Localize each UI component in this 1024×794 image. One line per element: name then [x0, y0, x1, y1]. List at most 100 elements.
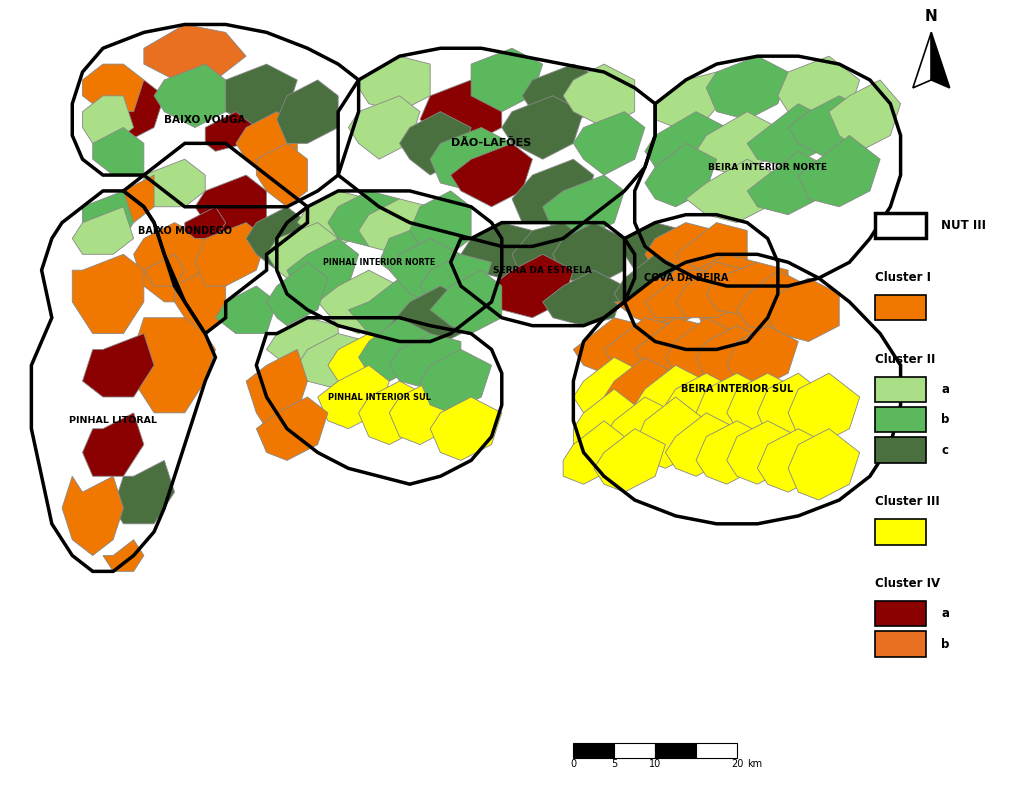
Polygon shape: [686, 160, 778, 222]
Polygon shape: [348, 96, 420, 160]
Polygon shape: [430, 397, 502, 461]
Polygon shape: [389, 238, 461, 302]
Polygon shape: [256, 397, 328, 461]
Polygon shape: [134, 222, 215, 302]
Polygon shape: [512, 222, 584, 286]
Text: PINHAL INTERIOR SUL: PINHAL INTERIOR SUL: [328, 392, 430, 402]
Text: 20: 20: [731, 759, 743, 769]
Polygon shape: [707, 56, 788, 120]
Polygon shape: [788, 429, 860, 500]
Polygon shape: [154, 64, 225, 128]
Polygon shape: [83, 191, 134, 238]
Text: BEIRA INTERIOR SUL: BEIRA INTERIOR SUL: [681, 384, 794, 394]
Polygon shape: [604, 357, 676, 421]
Polygon shape: [522, 64, 604, 128]
Polygon shape: [430, 270, 502, 333]
Polygon shape: [143, 160, 205, 206]
Polygon shape: [645, 144, 717, 206]
Polygon shape: [399, 112, 471, 175]
Text: b: b: [941, 414, 950, 426]
Polygon shape: [614, 278, 686, 326]
Polygon shape: [205, 112, 256, 152]
Text: 5: 5: [611, 759, 617, 769]
Polygon shape: [604, 397, 676, 461]
Polygon shape: [256, 144, 307, 206]
Polygon shape: [143, 254, 184, 286]
Polygon shape: [420, 80, 502, 144]
Polygon shape: [543, 270, 625, 326]
Polygon shape: [410, 191, 471, 254]
Text: BAIXO VOUGA: BAIXO VOUGA: [165, 114, 246, 125]
Polygon shape: [236, 112, 297, 175]
Text: a: a: [941, 607, 949, 620]
Polygon shape: [676, 262, 748, 318]
Polygon shape: [676, 222, 748, 278]
Polygon shape: [543, 175, 625, 238]
Text: Cluster I: Cluster I: [876, 271, 931, 283]
Polygon shape: [451, 144, 532, 206]
Text: Cluster IV: Cluster IV: [876, 577, 940, 590]
Polygon shape: [737, 270, 809, 333]
Text: a: a: [941, 383, 949, 396]
Polygon shape: [666, 318, 737, 381]
Polygon shape: [358, 56, 430, 112]
Polygon shape: [358, 381, 430, 445]
Polygon shape: [829, 80, 900, 152]
Polygon shape: [696, 112, 778, 175]
Polygon shape: [614, 254, 686, 318]
Polygon shape: [799, 136, 881, 206]
Text: BAIXO MONDEGO: BAIXO MONDEGO: [138, 225, 231, 236]
Polygon shape: [103, 540, 143, 572]
Polygon shape: [328, 333, 399, 389]
Polygon shape: [328, 191, 399, 246]
FancyBboxPatch shape: [876, 213, 926, 238]
Polygon shape: [635, 262, 717, 326]
Polygon shape: [471, 48, 543, 112]
Polygon shape: [389, 333, 461, 389]
Text: COVA DA BEIRA: COVA DA BEIRA: [644, 273, 728, 283]
Polygon shape: [266, 262, 328, 326]
FancyBboxPatch shape: [876, 601, 926, 626]
Polygon shape: [727, 421, 799, 484]
Polygon shape: [748, 104, 829, 168]
Polygon shape: [420, 254, 492, 310]
Polygon shape: [604, 318, 676, 373]
Polygon shape: [788, 373, 860, 445]
Polygon shape: [666, 373, 737, 437]
FancyBboxPatch shape: [876, 407, 926, 433]
Text: Cluster III: Cluster III: [876, 495, 940, 508]
Polygon shape: [430, 128, 512, 191]
Polygon shape: [666, 413, 737, 476]
Polygon shape: [174, 270, 225, 333]
Polygon shape: [563, 64, 635, 128]
Polygon shape: [215, 64, 297, 128]
Text: DÃO-LAFÕES: DÃO-LAFÕES: [452, 138, 531, 148]
Polygon shape: [215, 286, 276, 333]
Polygon shape: [287, 238, 358, 302]
FancyBboxPatch shape: [876, 631, 926, 657]
Polygon shape: [707, 262, 788, 318]
Polygon shape: [625, 222, 686, 278]
Polygon shape: [461, 222, 532, 278]
Polygon shape: [358, 318, 430, 381]
FancyBboxPatch shape: [876, 377, 926, 402]
FancyBboxPatch shape: [876, 295, 926, 320]
Text: BEIRA INTERIOR NORTE: BEIRA INTERIOR NORTE: [709, 163, 827, 172]
Polygon shape: [276, 80, 338, 144]
Polygon shape: [389, 286, 471, 349]
Polygon shape: [184, 206, 225, 238]
Polygon shape: [246, 349, 307, 429]
Polygon shape: [635, 318, 707, 373]
Polygon shape: [93, 128, 143, 175]
Polygon shape: [512, 160, 594, 222]
Polygon shape: [83, 333, 154, 397]
Polygon shape: [573, 112, 645, 175]
Text: PINHAL LITORAL: PINHAL LITORAL: [70, 416, 157, 426]
Polygon shape: [317, 270, 399, 333]
Polygon shape: [645, 222, 717, 278]
Polygon shape: [246, 206, 307, 270]
Polygon shape: [358, 198, 430, 254]
Bar: [614, 743, 655, 757]
Text: km: km: [748, 759, 762, 769]
Polygon shape: [686, 254, 758, 310]
